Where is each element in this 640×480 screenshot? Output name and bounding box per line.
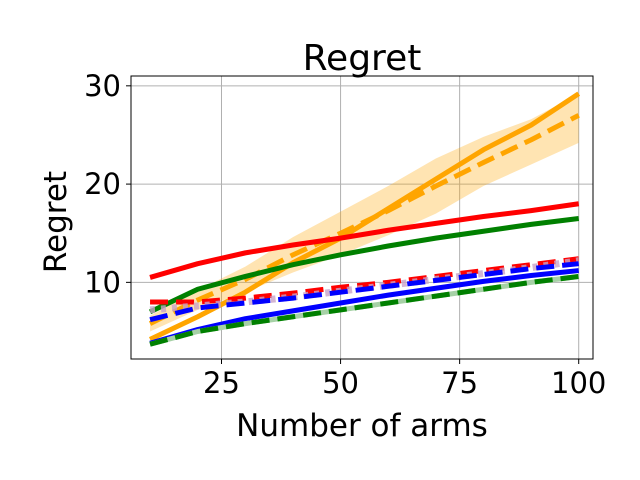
y-tick-label: 10 [84,265,121,299]
y-axis-label: Regret [38,171,74,273]
series-line-7 [149,261,579,323]
series-line-10 [149,273,580,347]
series-line-2 [148,113,580,326]
x-tick-label: 100 [551,366,606,400]
x-tick-label: 50 [322,366,359,400]
y-tick-label: 20 [84,167,121,201]
series-line-3 [149,201,580,280]
x-axis-label: Number of arms [236,408,488,444]
chart-title: Regret [303,38,422,79]
y-tick-label: 30 [84,69,121,103]
x-tick-label: 75 [441,366,478,400]
plot-frame [130,75,594,360]
x-axis-ticks: 25 50 75 100 [203,359,606,400]
series-line-4 [148,216,580,315]
series-lines [148,91,581,347]
series-line-5 [150,256,580,305]
series-line-8 [149,268,579,346]
y-axis-ticks: 10 20 30 [84,69,131,299]
x-tick-label: 25 [203,366,240,400]
grid [131,76,593,359]
